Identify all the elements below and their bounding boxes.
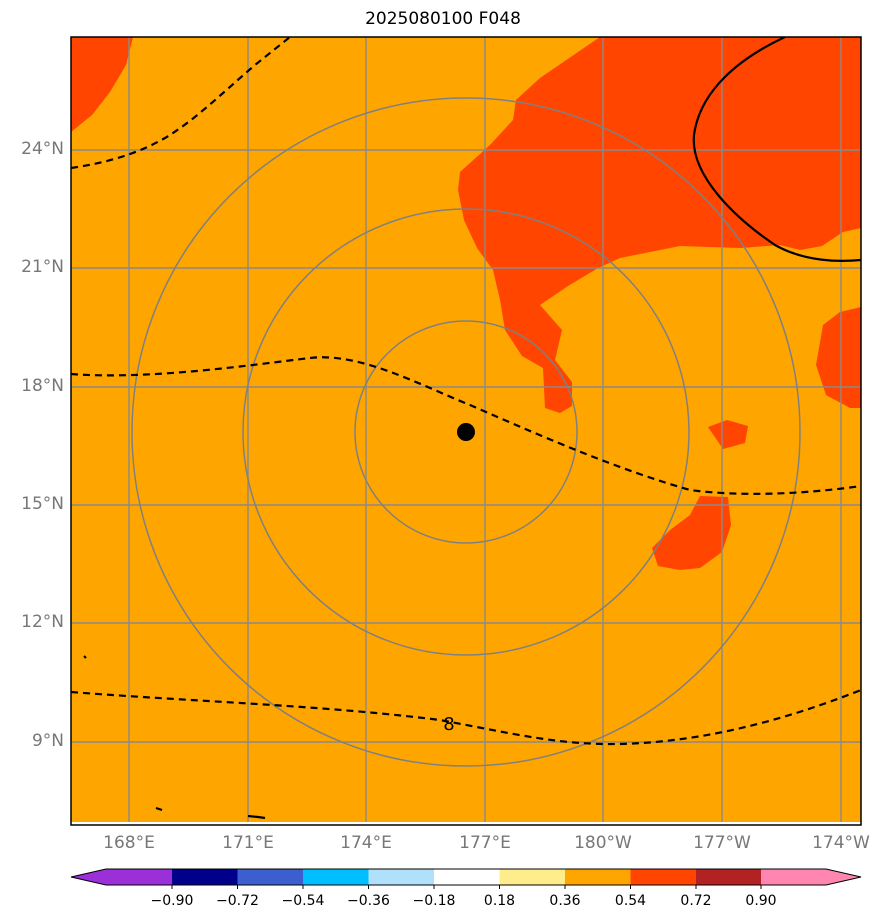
colorbar-label-5: 0.18	[483, 893, 516, 909]
field-region-east	[816, 307, 861, 408]
map-frame	[70, 36, 862, 826]
colorbar-label-2: −0.54	[281, 893, 325, 909]
graticule	[71, 37, 861, 825]
colorbar-segment-10	[761, 869, 861, 885]
colorbar-label-7: 0.54	[614, 893, 647, 909]
lat-label-24n: 24°N	[21, 139, 64, 159]
colorbar-label-6: 0.36	[549, 893, 581, 909]
colorbar-label-3: −0.36	[347, 893, 390, 909]
colorbar-outline	[70, 868, 862, 886]
colorbar-label-4: −0.18	[412, 893, 456, 909]
map-bottom-edge	[71, 822, 861, 825]
coast-fragment-3	[83, 655, 87, 659]
coast-fragment-1	[155, 806, 163, 812]
contour-label: 8	[443, 714, 454, 735]
map-title: 2025080100 F048	[365, 9, 521, 29]
colorbar-segment-8	[630, 869, 696, 885]
colorbar-label-0: −0.90	[150, 893, 194, 909]
colorbar-segment-3	[303, 869, 369, 885]
range-ring-outer	[131, 97, 801, 767]
colorbar	[70, 868, 862, 889]
contour-solid-northeast	[692, 37, 861, 262]
contour-dashed-south	[71, 688, 861, 746]
colorbar-segment-0	[71, 869, 172, 885]
lon-label-177e: 177°E	[459, 833, 511, 853]
lat-label-21n: 21°N	[21, 257, 64, 277]
lon-label-168e: 168°E	[103, 833, 155, 853]
contours	[71, 37, 861, 820]
center-point	[457, 423, 475, 441]
colorbar-segment-1	[172, 869, 238, 885]
field-region-small	[708, 420, 748, 449]
colorbar-segment-5	[434, 869, 500, 885]
lat-label-18n: 18°N	[21, 376, 64, 396]
lon-label-177w: 177°W	[693, 833, 751, 853]
coast-fragment-2	[247, 814, 266, 820]
colorbar-label-1: −0.72	[216, 893, 259, 909]
field-region-south	[652, 496, 731, 570]
colorbar-segment-6	[499, 869, 565, 885]
range-ring-middle	[242, 208, 690, 656]
lon-label-174e: 174°E	[340, 833, 392, 853]
lat-label-9n: 9°N	[31, 731, 64, 751]
colorbar-label-8: 0.72	[680, 893, 712, 909]
colorbar-label-9: 0.90	[745, 893, 777, 909]
lat-label-15n: 15°N	[21, 494, 64, 514]
colorbar-segment-7	[565, 869, 631, 885]
contour-dashed-north	[71, 37, 291, 170]
lat-label-12n: 12°N	[21, 612, 64, 632]
contour-dashed-middle	[71, 356, 861, 495]
range-rings	[131, 97, 801, 767]
lon-label-174w: 174°W	[812, 833, 870, 853]
colorbar-segment-9	[696, 869, 761, 885]
field-region-northeast	[458, 37, 861, 413]
colorbar-segment-4	[368, 869, 434, 885]
colorbar-segment-2	[237, 869, 303, 885]
lon-label-171e: 171°E	[222, 833, 274, 853]
lon-label-180w: 180°W	[574, 833, 632, 853]
field-region-northwest	[71, 37, 133, 132]
range-ring-inner	[354, 320, 578, 544]
